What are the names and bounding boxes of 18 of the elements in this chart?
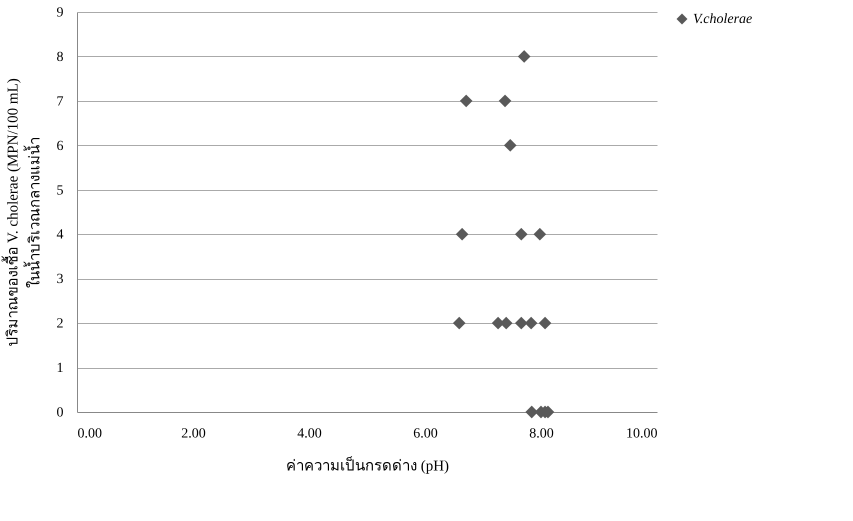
- y-tick-label: 0: [56, 406, 64, 420]
- x-tick-label: 8.00: [529, 426, 554, 442]
- y-tick-label: 4: [56, 228, 64, 243]
- x-axis-title: ค่าความเป็นกรดด่าง (pH): [286, 456, 450, 474]
- y-tick-label: 9: [56, 6, 64, 20]
- y-tick-label: 5: [56, 183, 64, 198]
- legend-label: V.cholerae: [693, 12, 752, 27]
- x-tick-label: 0.00: [78, 426, 102, 442]
- x-tick-label: 6.00: [413, 426, 438, 442]
- y-tick-label: 8: [56, 50, 64, 65]
- y-tick-label: 6: [56, 138, 64, 154]
- x-tick-label: 4.00: [297, 426, 322, 442]
- y-tick-label: 1: [56, 361, 64, 376]
- y-tick-label: 2: [56, 316, 64, 332]
- x-tick-label: 10.00: [626, 426, 658, 442]
- x-tick-label: 2.00: [181, 426, 206, 442]
- y-tick-label: 7: [56, 94, 64, 110]
- y-tick-label: 3: [56, 272, 64, 288]
